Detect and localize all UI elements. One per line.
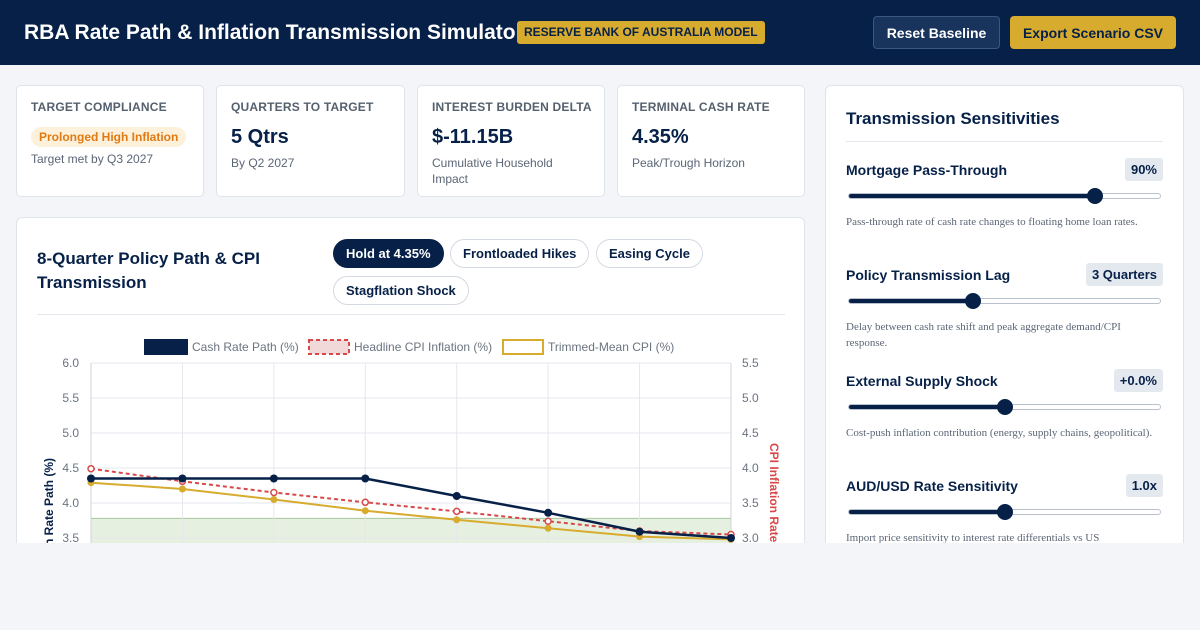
control-description: Pass-through rate of cash rate changes t… [846, 216, 1138, 228]
right-tick-label: 4.5 [742, 426, 759, 440]
slider-fill [849, 510, 1005, 514]
control-value: +0.0% [1113, 369, 1163, 392]
control-value: 90% [1124, 158, 1163, 181]
sensitivities-panel: Transmission Sensitivities Mortgage Pass… [825, 85, 1184, 617]
data-point [87, 474, 95, 483]
aud-usd-sensitivity-slider[interactable] [848, 504, 1161, 520]
kpi-card-quarters-to-target: QUARTERS TO TARGET 5 Qtrs By Q2 2027 [216, 85, 405, 197]
policy-transmission-lag-slider[interactable] [848, 293, 1161, 309]
slider-thumb[interactable] [996, 399, 1013, 415]
data-point [361, 498, 370, 507]
kpi-subtext: Target met by Q3 2027 [31, 152, 154, 166]
left-tick-label: 5.0 [62, 426, 79, 440]
slider-thumb[interactable] [996, 504, 1013, 520]
slider-thumb[interactable] [965, 293, 982, 309]
data-point [87, 464, 95, 473]
right-tick-label: 3.5 [742, 496, 759, 510]
kpi-subtext: Cumulative Household Impact [432, 156, 553, 186]
app-title: RBA Rate Path & Inflation Transmission S… [24, 21, 524, 44]
model-badge: RESERVE BANK OF AUSTRALIA MODEL [517, 21, 765, 44]
legend-swatch [502, 339, 544, 355]
kpi-value: 4.35% [632, 126, 689, 148]
data-point [270, 496, 278, 503]
kpi-card-target-compliance: TARGET COMPLIANCE Prolonged High Inflati… [16, 85, 204, 197]
data-point [635, 527, 644, 536]
control-description: Cost-push inflation contribution (energy… [846, 427, 1153, 439]
data-point [361, 507, 369, 515]
kpi-label: TERMINAL CASH RATE [632, 100, 770, 114]
mortgage-pass-through-slider[interactable] [848, 188, 1161, 204]
kpi-card-interest-burden: INTEREST BURDEN DELTA $-11.15B Cumulativ… [417, 85, 605, 197]
scenario-hold-button[interactable]: Hold at 4.35% [333, 239, 444, 268]
kpi-value: $-11.15B [432, 126, 514, 148]
sensitivities-title: Transmission Sensitivities [846, 109, 1060, 128]
control-label: External Supply Shock [846, 373, 998, 389]
right-tick-label: 5.5 [742, 356, 759, 370]
scenario-easing-cycle-button[interactable]: Easing Cycle [596, 239, 703, 268]
data-point [452, 492, 461, 500]
data-point [727, 534, 735, 542]
reset-baseline-button[interactable]: Reset Baseline [873, 16, 1000, 49]
slider-fill [849, 405, 1005, 409]
kpi-subtext: Peak/Trough Horizon [632, 156, 745, 170]
data-point [452, 507, 461, 516]
status-badge: Prolonged High Inflation [31, 127, 187, 147]
control-value: 3 Quarters [1085, 263, 1163, 286]
kpi-label: INTEREST BURDEN DELTA [432, 100, 592, 114]
control-description: Import price sensitivity to interest rat… [846, 532, 1100, 544]
legend-label: Headline CPI Inflation (%) [354, 340, 492, 354]
slider-fill [849, 194, 1095, 198]
kpi-value: 5 Qtrs [231, 126, 289, 148]
kpi-card-terminal-cash-rate: TERMINAL CASH RATE 4.35% Peak/Trough Hor… [617, 85, 805, 197]
divider [37, 314, 785, 315]
slider-thumb[interactable] [1086, 188, 1103, 204]
kpi-label: QUARTERS TO TARGET [231, 100, 374, 114]
series-line [90, 467, 732, 536]
legend-swatch [144, 339, 188, 355]
external-supply-shock-slider[interactable] [848, 399, 1161, 415]
legend-label: Trimmed-Mean CPI (%) [548, 340, 674, 354]
right-tick-label: 4.0 [742, 461, 759, 475]
app-header: RBA Rate Path & Inflation Transmission S… [0, 0, 1200, 65]
data-point [361, 474, 370, 483]
left-tick-label: 3.5 [62, 531, 79, 545]
kpi-label: TARGET COMPLIANCE [31, 100, 167, 114]
left-tick-label: 6.0 [62, 356, 79, 370]
slider-fill [849, 299, 974, 303]
left-tick-label: 4.5 [62, 461, 79, 475]
data-point [544, 508, 553, 517]
right-tick-label: 5.0 [742, 391, 759, 405]
control-label: Policy Transmission Lag [846, 267, 1011, 283]
data-point [544, 524, 552, 532]
export-scenario-button[interactable]: Export Scenario CSV [1010, 16, 1176, 49]
control-value: 1.0x [1125, 474, 1163, 497]
divider [846, 141, 1163, 142]
legend-swatch [308, 339, 350, 355]
data-point [270, 488, 278, 497]
control-label: AUD/USD Rate Sensitivity [846, 478, 1018, 494]
left-tick-label: 5.5 [62, 391, 79, 405]
legend-label: Cash Rate Path (%) [192, 340, 299, 354]
data-point [453, 516, 461, 524]
y-axis-right-title: CPI Inflation Rate [767, 443, 781, 543]
left-tick-label: 4.0 [62, 496, 79, 510]
series-line [90, 481, 732, 541]
data-point [178, 485, 186, 493]
data-point [544, 517, 552, 525]
data-point [178, 474, 187, 483]
right-tick-label: 3.0 [742, 531, 759, 545]
y-axis-left-title: Cash Rate Path (%) [42, 458, 56, 568]
page-background [0, 543, 1200, 630]
data-point [269, 474, 278, 483]
control-label: Mortgage Pass-Through [846, 162, 1008, 178]
control-description: Delay between cash rate shift and peak a… [846, 321, 1121, 349]
scenario-frontloaded-hikes-button[interactable]: Frontloaded Hikes [450, 239, 590, 268]
scenario-stagflation-shock-button[interactable]: Stagflation Shock [333, 276, 469, 305]
chart-title: 8-Quarter Policy Path & CPI Transmission [37, 249, 260, 292]
kpi-subtext: By Q2 2027 [231, 156, 295, 170]
series-line [91, 477, 732, 540]
